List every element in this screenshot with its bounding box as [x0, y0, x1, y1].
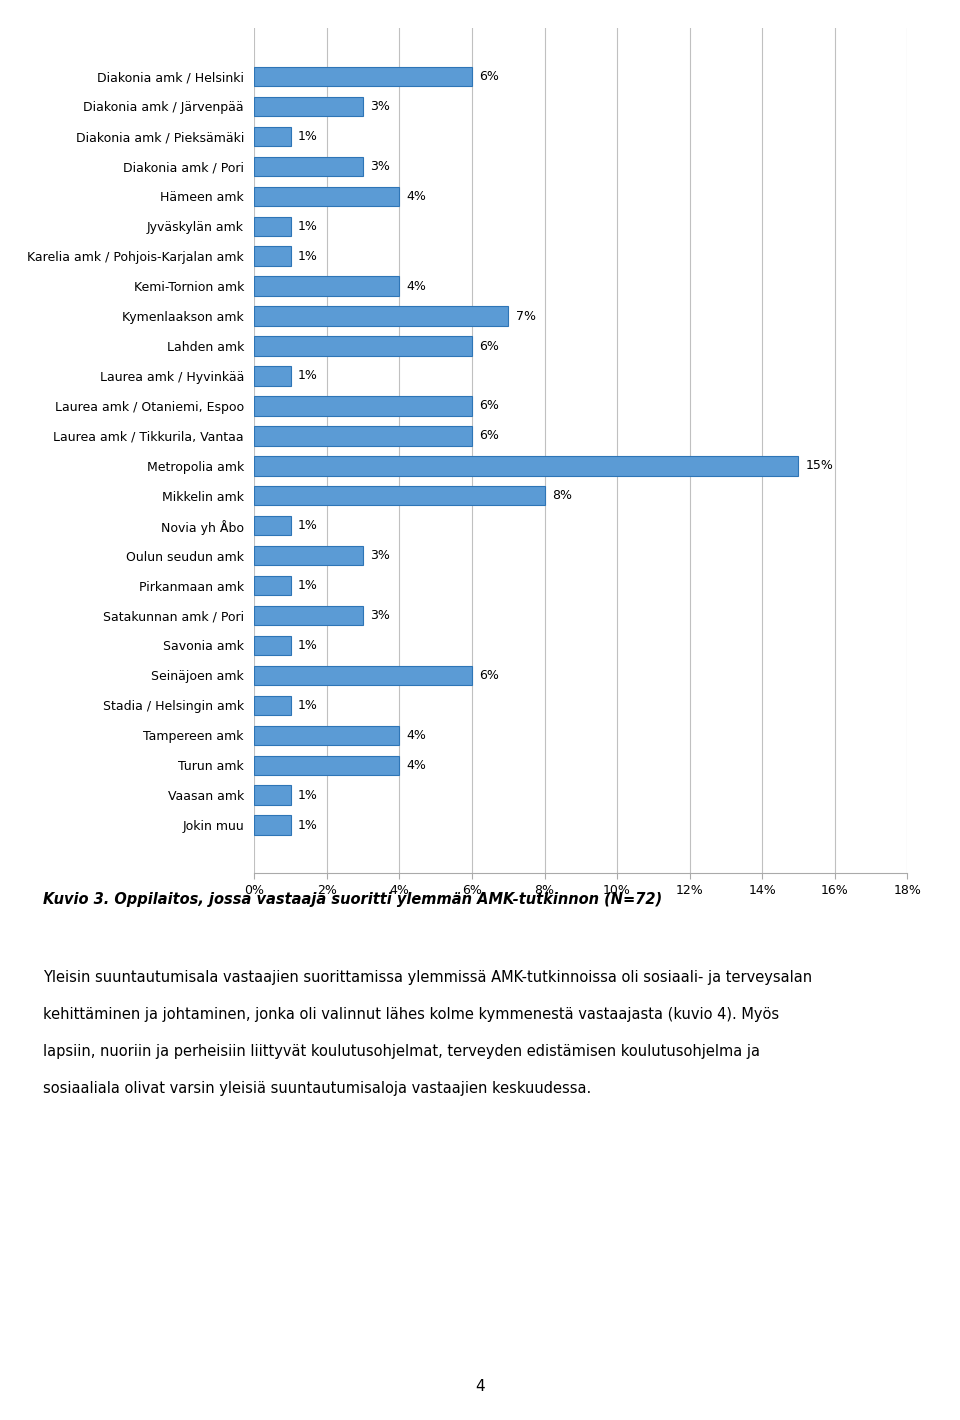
Bar: [254, 726, 399, 746]
Bar: [254, 396, 472, 416]
Text: 4%: 4%: [407, 728, 426, 741]
Bar: [254, 426, 472, 446]
Text: Kuvio 3. Oppilaitos, jossa vastaaja suoritti ylemmän AMK-tutkinnon (N=72): Kuvio 3. Oppilaitos, jossa vastaaja suor…: [43, 892, 662, 907]
Bar: [254, 97, 363, 116]
Text: 1%: 1%: [298, 369, 318, 382]
Bar: [254, 486, 544, 506]
Bar: [254, 545, 363, 565]
Text: 6%: 6%: [479, 399, 499, 412]
Text: 1%: 1%: [298, 520, 318, 532]
Bar: [254, 515, 291, 535]
Text: 3%: 3%: [371, 609, 391, 622]
Bar: [254, 67, 472, 87]
Text: 6%: 6%: [479, 429, 499, 443]
Bar: [254, 696, 291, 716]
Text: kehittäminen ja johtaminen, jonka oli valinnut lähes kolme kymmenestä vastaajast: kehittäminen ja johtaminen, jonka oli va…: [43, 1007, 780, 1022]
Text: 1%: 1%: [298, 250, 318, 263]
Text: 15%: 15%: [805, 459, 833, 473]
Bar: [254, 156, 363, 176]
Text: 3%: 3%: [371, 160, 391, 173]
Text: 6%: 6%: [479, 70, 499, 82]
Bar: [254, 366, 291, 386]
Text: 1%: 1%: [298, 788, 318, 802]
Text: 6%: 6%: [479, 339, 499, 352]
Text: 1%: 1%: [298, 639, 318, 652]
Text: 1%: 1%: [298, 699, 318, 711]
Text: 1%: 1%: [298, 579, 318, 592]
Text: 4%: 4%: [407, 190, 426, 203]
Bar: [254, 666, 472, 686]
Bar: [254, 126, 291, 146]
Bar: [254, 636, 291, 655]
Bar: [254, 307, 508, 325]
Text: 6%: 6%: [479, 669, 499, 682]
Bar: [254, 456, 799, 476]
Text: 4: 4: [475, 1379, 485, 1394]
Bar: [254, 577, 291, 595]
Bar: [254, 186, 399, 206]
Bar: [254, 606, 363, 625]
Bar: [254, 815, 291, 835]
Text: 7%: 7%: [516, 310, 536, 322]
Text: sosiaaliala olivat varsin yleisiä suuntautumisaloja vastaajien keskuudessa.: sosiaaliala olivat varsin yleisiä suunta…: [43, 1081, 591, 1096]
Bar: [254, 337, 472, 356]
Text: 3%: 3%: [371, 550, 391, 562]
Bar: [254, 247, 291, 266]
Text: 4%: 4%: [407, 280, 426, 293]
Text: 1%: 1%: [298, 220, 318, 233]
Bar: [254, 216, 291, 236]
Bar: [254, 277, 399, 295]
Text: 1%: 1%: [298, 819, 318, 832]
Text: lapsiin, nuoriin ja perheisiin liittyvät koulutusohjelmat, terveyden edistämisen: lapsiin, nuoriin ja perheisiin liittyvät…: [43, 1044, 760, 1059]
Text: 8%: 8%: [552, 490, 572, 503]
Text: 1%: 1%: [298, 129, 318, 143]
Bar: [254, 785, 291, 805]
Text: 4%: 4%: [407, 758, 426, 772]
Text: Yleisin suuntautumisala vastaajien suorittamissa ylemmissä AMK-tutkinnoissa oli : Yleisin suuntautumisala vastaajien suori…: [43, 970, 812, 985]
Text: 3%: 3%: [371, 99, 391, 114]
Bar: [254, 755, 399, 775]
